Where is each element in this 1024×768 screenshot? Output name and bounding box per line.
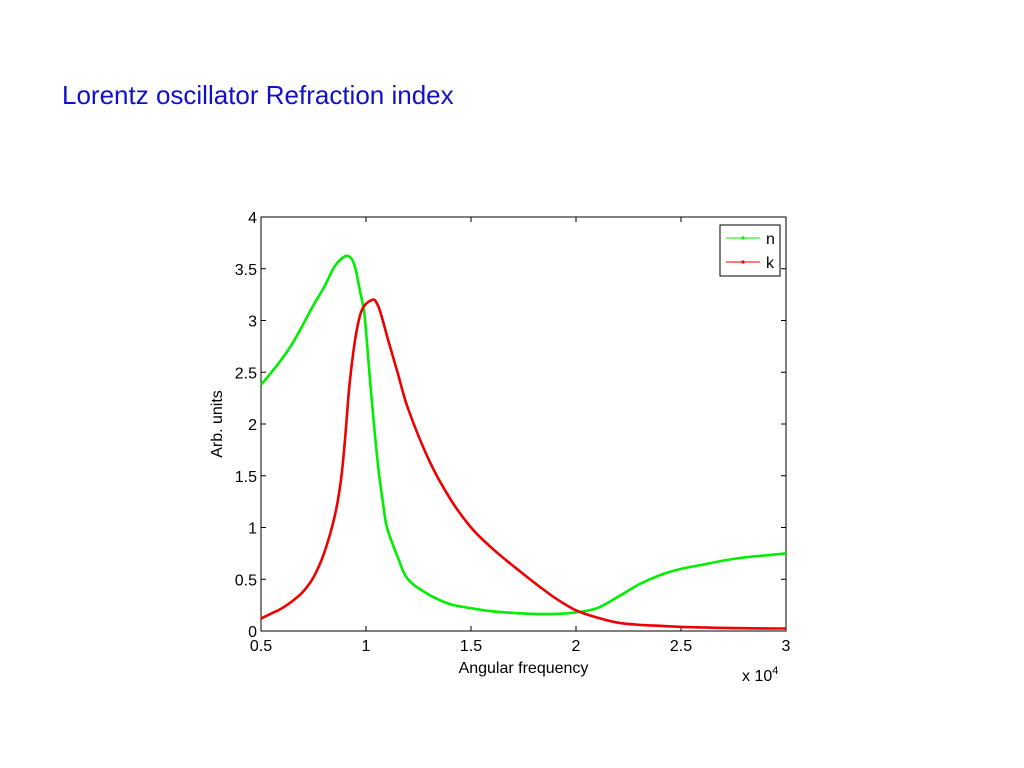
y-tick-label: 1 <box>248 521 257 538</box>
series-line-n <box>260 254 787 616</box>
x-multiplier-base: x 10 <box>742 668 772 685</box>
y-tick-label: 2.5 <box>235 365 257 382</box>
y-tick-label: 1.5 <box>235 469 257 486</box>
x-axis-multiplier: x 104 <box>742 665 778 685</box>
slide-title: Lorentz oscillator Refraction index <box>62 80 454 110</box>
x-tick-label: 2 <box>572 638 581 655</box>
series-layer <box>260 254 787 630</box>
legend-marker-k <box>741 260 745 264</box>
x-multiplier-exponent: 4 <box>772 665 778 677</box>
x-tick-label: 3 <box>782 638 791 655</box>
x-tick-label: 0.5 <box>250 638 272 655</box>
legend-label-n: n <box>766 231 775 248</box>
x-axis-label: Angular frequency <box>459 660 589 677</box>
y-tick-label: 3.5 <box>235 262 257 279</box>
y-tick-label: 2 <box>248 417 257 434</box>
y-axis-label: Arb. units <box>209 390 226 458</box>
legend: nk <box>719 224 781 277</box>
ticks: 0.5 1 1.5 2 2.5 300.511.522.533.54 <box>235 210 791 655</box>
x-tick-label: 1 <box>362 638 371 655</box>
legend-box <box>719 224 781 277</box>
y-tick-label: 4 <box>248 210 257 227</box>
axes-box <box>260 216 787 632</box>
legend-marker-n <box>741 236 745 240</box>
legend-label-k: k <box>766 255 775 272</box>
y-tick-label: 3 <box>248 314 257 331</box>
y-tick-label: 0.5 <box>235 572 257 589</box>
x-tick-label: 1.5 <box>460 638 482 655</box>
y-tick-label: 0 <box>248 624 257 641</box>
x-tick-label: 2.5 <box>670 638 692 655</box>
series-line-k <box>260 298 787 630</box>
